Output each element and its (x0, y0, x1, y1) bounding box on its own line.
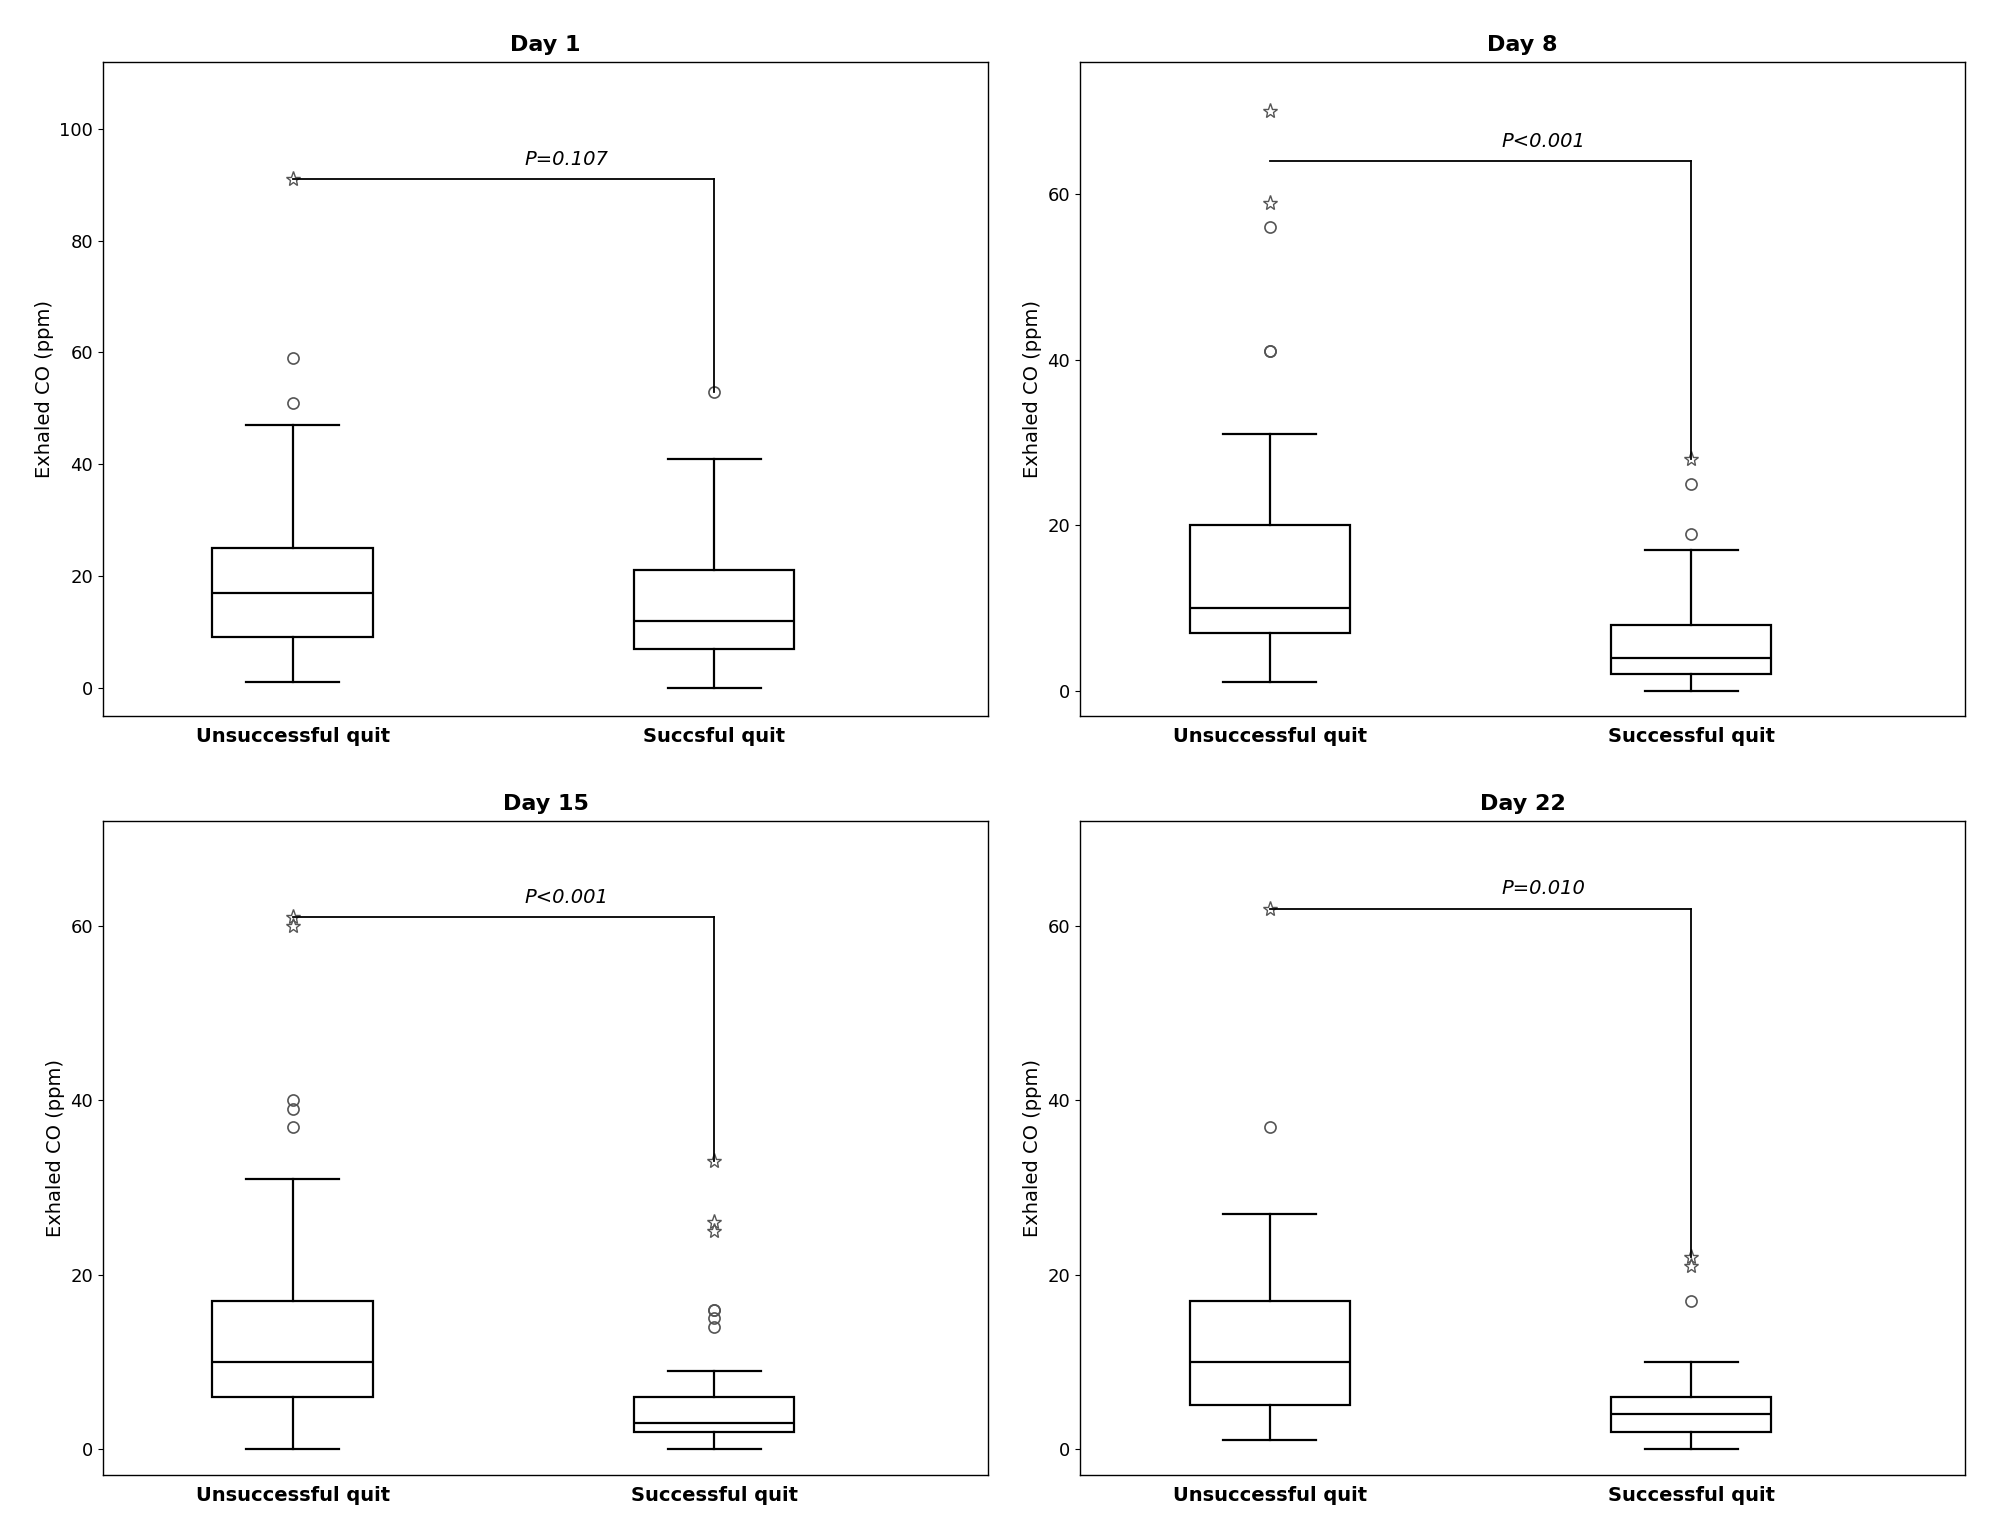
Y-axis label: Exhaled CO (ppm): Exhaled CO (ppm) (46, 1060, 64, 1237)
Y-axis label: Exhaled CO (ppm): Exhaled CO (ppm) (34, 300, 54, 477)
Text: P<0.001: P<0.001 (524, 887, 608, 907)
PathPatch shape (1612, 1397, 1772, 1432)
Title: Day 8: Day 8 (1488, 35, 1558, 55)
PathPatch shape (634, 1397, 794, 1432)
Text: P=0.107: P=0.107 (524, 149, 608, 169)
PathPatch shape (1612, 625, 1772, 675)
PathPatch shape (1190, 1301, 1350, 1406)
Title: Day 1: Day 1 (510, 35, 580, 55)
PathPatch shape (212, 548, 372, 638)
Y-axis label: Exhaled CO (ppm): Exhaled CO (ppm) (1022, 300, 1042, 477)
Title: Day 15: Day 15 (502, 795, 588, 815)
Y-axis label: Exhaled CO (ppm): Exhaled CO (ppm) (1022, 1060, 1042, 1237)
Text: P=0.010: P=0.010 (1502, 879, 1586, 898)
PathPatch shape (1190, 525, 1350, 633)
Title: Day 22: Day 22 (1480, 795, 1566, 815)
Text: P<0.001: P<0.001 (1502, 131, 1586, 151)
PathPatch shape (212, 1301, 372, 1397)
PathPatch shape (634, 570, 794, 648)
